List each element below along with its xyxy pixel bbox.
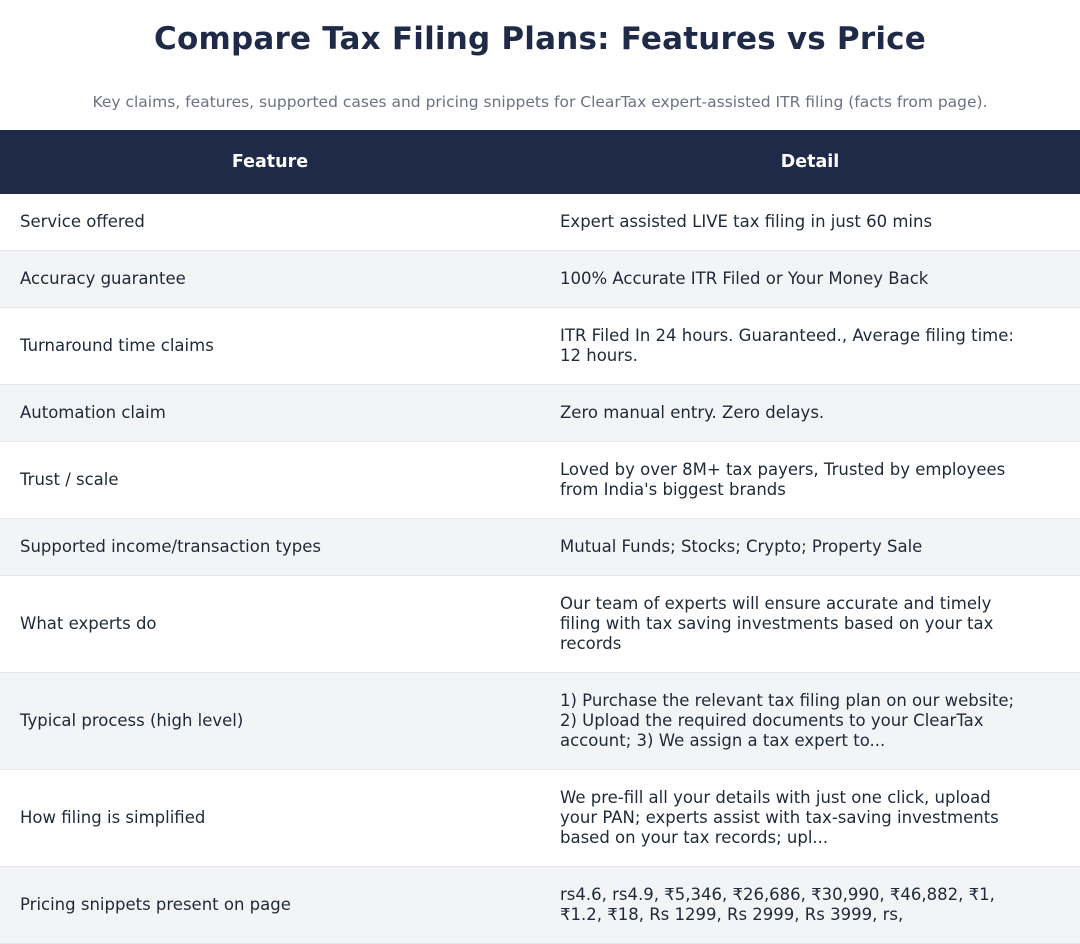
table-row: How filing is simplified We pre-fill all… (0, 769, 1080, 867)
header-row: Feature Detail (0, 130, 1080, 194)
table-row: Accuracy guarantee 100% Accurate ITR Fil… (0, 250, 1080, 308)
table-row: Trust / scale Loved by over 8M+ tax paye… (0, 441, 1080, 519)
table-row: Pricing snippets present on page rs4.6, … (0, 866, 1080, 944)
comparison-table: Feature Detail Service offered Expert as… (0, 130, 1080, 944)
feature-cell: Trust / scale (0, 441, 540, 519)
feature-cell: Service offered (0, 194, 540, 251)
detail-cell: rs4.6, rs4.9, ₹5,346, ₹26,686, ₹30,990, … (540, 866, 1080, 944)
table-row: Service offered Expert assisted LIVE tax… (0, 194, 1080, 251)
detail-cell: Our team of experts will ensure accurate… (540, 575, 1080, 673)
feature-cell: What experts do (0, 575, 540, 673)
detail-cell: Loved by over 8M+ tax payers, Trusted by… (540, 441, 1080, 519)
table-body: Service offered Expert assisted LIVE tax… (0, 194, 1080, 944)
table-row: Turnaround time claims ITR Filed In 24 h… (0, 307, 1080, 385)
feature-cell: Supported income/transaction types (0, 518, 540, 576)
feature-cell: Automation claim (0, 384, 540, 442)
detail-cell: Mutual Funds; Stocks; Crypto; Property S… (540, 518, 1080, 576)
column-header-feature: Feature (0, 130, 540, 194)
detail-cell: Expert assisted LIVE tax filing in just … (540, 194, 1080, 251)
feature-cell: Typical process (high level) (0, 672, 540, 770)
detail-cell: ITR Filed In 24 hours. Guaranteed., Aver… (540, 307, 1080, 385)
table-row: Automation claim Zero manual entry. Zero… (0, 384, 1080, 442)
detail-cell: 100% Accurate ITR Filed or Your Money Ba… (540, 250, 1080, 308)
table-row: Typical process (high level) 1) Purchase… (0, 672, 1080, 770)
feature-cell: Turnaround time claims (0, 307, 540, 385)
detail-cell: We pre-fill all your details with just o… (540, 769, 1080, 867)
detail-cell: 1) Purchase the relevant tax filing plan… (540, 672, 1080, 770)
feature-cell: How filing is simplified (0, 769, 540, 867)
table-row: Supported income/transaction types Mutua… (0, 518, 1080, 576)
column-header-detail: Detail (540, 130, 1080, 194)
feature-cell: Accuracy guarantee (0, 250, 540, 308)
table-header: Feature Detail (0, 130, 1080, 194)
table-row: What experts do Our team of experts will… (0, 575, 1080, 673)
page-title: Compare Tax Filing Plans: Features vs Pr… (154, 21, 926, 57)
feature-cell: Pricing snippets present on page (0, 866, 540, 944)
detail-cell: Zero manual entry. Zero delays. (540, 384, 1080, 442)
page-subtitle: Key claims, features, supported cases an… (92, 93, 988, 111)
